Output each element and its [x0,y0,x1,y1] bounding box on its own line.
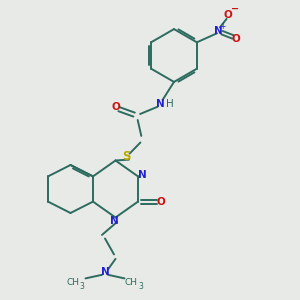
Text: 3: 3 [138,282,143,291]
Text: CH: CH [124,278,137,287]
Text: CH: CH [66,278,79,287]
Text: O: O [224,10,233,20]
Text: −: − [231,4,239,14]
Text: 3: 3 [80,282,85,291]
Text: N: N [100,267,109,278]
Text: H: H [166,99,174,110]
Text: +: + [220,22,226,31]
Text: N: N [156,99,165,110]
Text: N: N [138,170,147,180]
Text: O: O [156,196,165,207]
Text: S: S [122,150,131,163]
Text: O: O [232,34,240,44]
Text: N: N [110,216,118,226]
Text: N: N [214,26,223,36]
Text: O: O [111,102,120,112]
